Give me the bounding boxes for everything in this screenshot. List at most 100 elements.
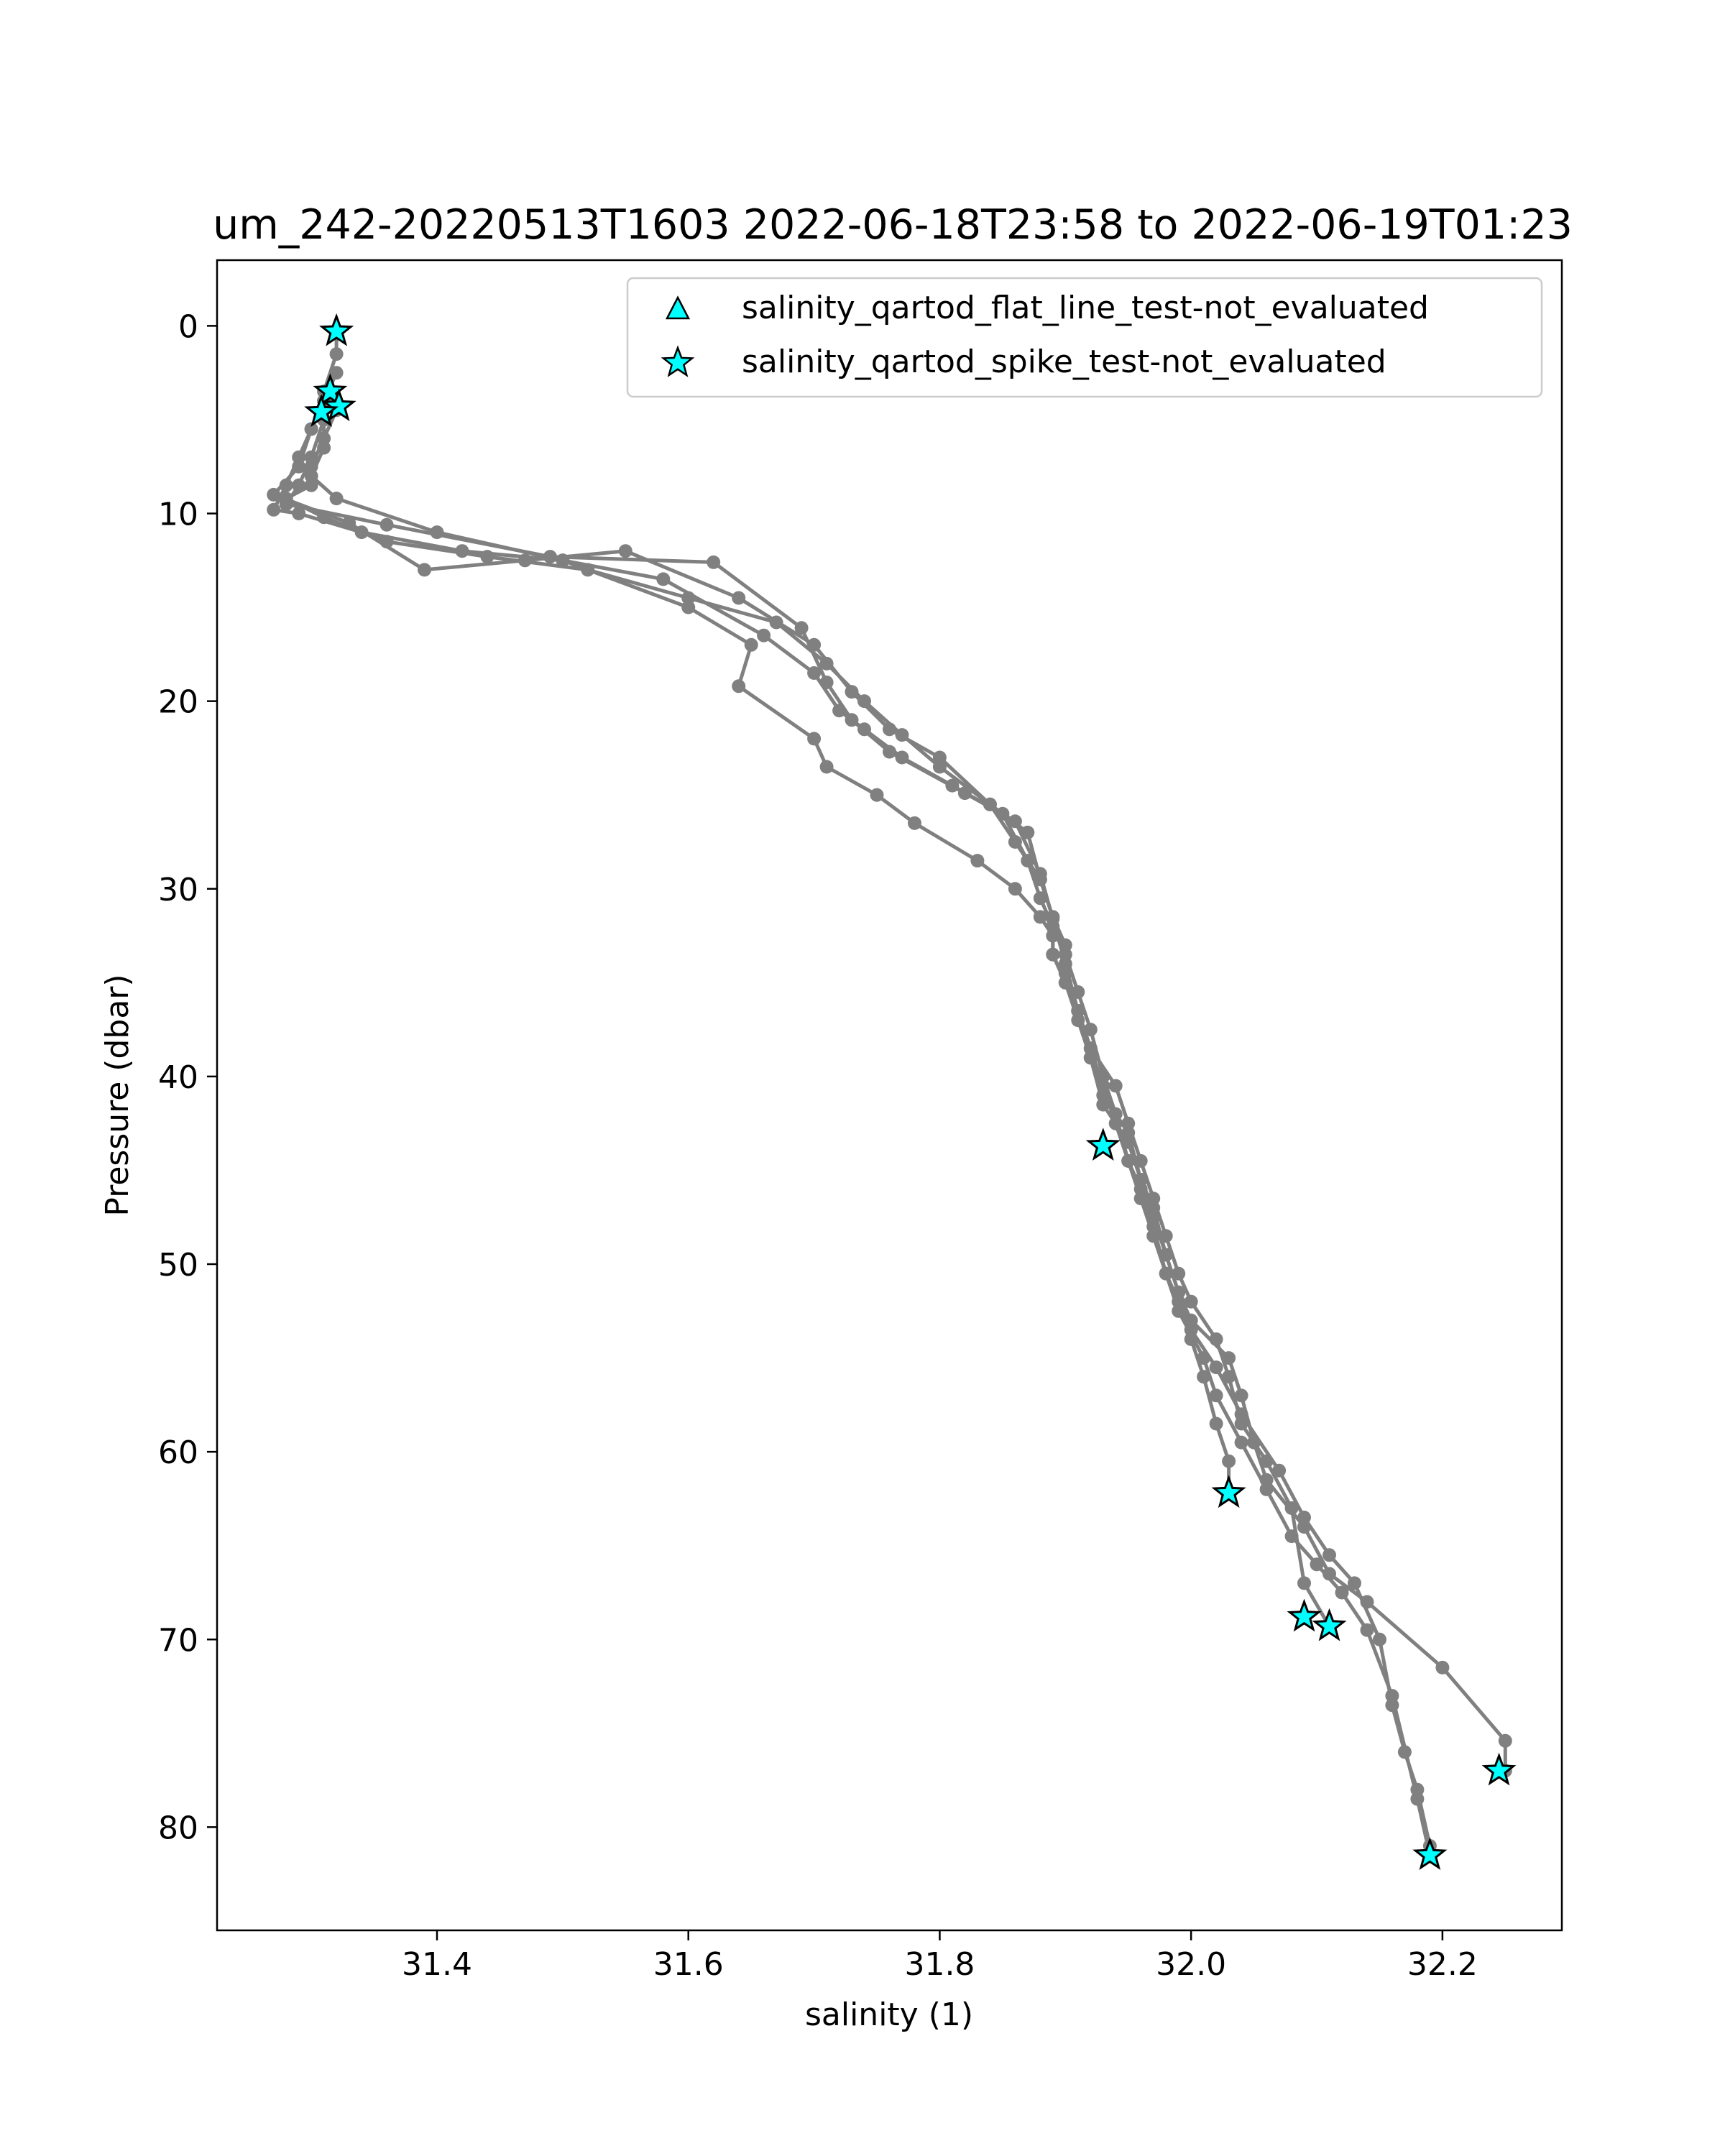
profile-point [681,600,696,614]
profile-point [267,487,281,502]
profile-point [819,656,834,671]
y-tick-label: 50 [158,1247,198,1284]
profile-point [1272,1463,1287,1478]
x-axis-label: salinity (1) [805,1996,973,2033]
profile-point [832,704,847,718]
y-axis: 0 10 20 30 40 50 60 70 80 [158,308,217,1846]
profile-point [480,550,494,564]
profile-point [1360,1623,1374,1637]
x-axis: 31.4 31.6 31.8 32.0 32.2 [402,1930,1478,1983]
profile-point [870,788,884,802]
profile-point [895,728,909,742]
profile-point [732,679,746,694]
profile-point [1133,1182,1148,1197]
y-tick-label: 10 [158,497,198,533]
profile-point [1234,1416,1248,1431]
profile-point [1058,975,1072,990]
spike-flag-star-marker [304,394,339,427]
y-tick-label: 0 [178,308,198,345]
profile-point [1385,1698,1399,1713]
spike-flag-star-marker [321,388,356,422]
profile-point [932,760,947,774]
y-tick-label: 20 [158,684,198,721]
profile-point [1046,929,1060,943]
profile-point [1172,1266,1186,1281]
profile-point [1083,1041,1098,1056]
legend-box [626,277,1543,398]
profile-point [1297,1576,1311,1590]
profile-point [1133,1153,1148,1168]
profile-point [1373,1632,1386,1646]
legend-star-marker-icon [661,345,695,377]
profile-point [1435,1660,1450,1674]
profile-point [1046,947,1060,962]
profile-point [1322,1548,1336,1562]
y-axis-label: Pressure (dbar) [99,974,136,1216]
profile-point [1021,825,1035,839]
legend-triangle-marker-icon [665,295,691,320]
profile-point [1146,1220,1161,1234]
profile-point [1046,910,1060,924]
legend: salinity_qartod_flat_line_test-not_evalu… [626,277,1543,398]
y-tick-label: 60 [158,1434,198,1471]
profile-point [1234,1435,1248,1450]
profile-point [556,553,570,568]
spike-flag-star-marker [1287,1598,1322,1632]
profile-point [292,450,306,464]
profile-point [1234,1388,1248,1403]
profile-point [292,507,306,520]
profile-point [1033,872,1047,887]
profile-point [1498,1733,1512,1748]
profile-point [819,760,834,774]
x-tick-label: 31.6 [653,1946,724,1983]
profile-point [1259,1482,1274,1496]
profile-point [329,366,344,380]
y-tick-label: 70 [158,1622,198,1659]
profile-point [1222,1370,1236,1384]
profile-point [380,535,394,549]
profile-point [807,732,822,746]
profile-point [1209,1360,1223,1375]
spike-flag-star-marker [1312,1608,1347,1641]
x-tick-label: 31.4 [402,1946,472,1983]
profile-point [656,572,671,586]
profile-point [329,492,344,506]
profile-point [932,750,947,765]
x-tick-label: 31.8 [904,1946,975,1983]
profile-series-4 [279,403,1336,1634]
profile-point [1172,1294,1186,1309]
x-tick-label: 32.0 [1156,1946,1226,1983]
profile-point [1397,1745,1412,1759]
profile-point [857,722,871,737]
profile-point [1108,1116,1123,1130]
profile-point [983,797,997,811]
profile-point [618,544,632,558]
profile-point [769,615,783,630]
y-tick-label: 80 [158,1810,198,1846]
profile-point [707,555,721,569]
axes-frame [216,259,1563,1932]
profile-point [681,591,696,605]
profile-point [1008,882,1022,896]
profile-point [1209,1332,1223,1346]
profile-point [883,745,896,759]
spike-flag-star-marker [1211,1475,1246,1508]
profile-point [1071,1004,1085,1018]
profile-point [380,517,394,532]
profile-point [1348,1576,1361,1590]
legend-entry-flat-line: salinity_qartod_flat_line_test-not_evalu… [742,290,1429,326]
spike-flag-star-marker [313,373,348,407]
profile-point [317,510,331,525]
profile-point [1159,1266,1173,1281]
y-tick-label: 40 [158,1059,198,1096]
profile-point [1259,1454,1274,1468]
profile-point [1310,1557,1324,1572]
profile-point [1335,1585,1349,1600]
x-tick-label: 32.2 [1407,1946,1478,1983]
profile-point [304,478,318,492]
profile-point [329,347,344,361]
profile-point [1096,1079,1110,1093]
profile-point [267,502,281,517]
profile-point [1184,1332,1198,1346]
legend-entry-spike: salinity_qartod_spike_test-not_evaluated [742,344,1386,380]
